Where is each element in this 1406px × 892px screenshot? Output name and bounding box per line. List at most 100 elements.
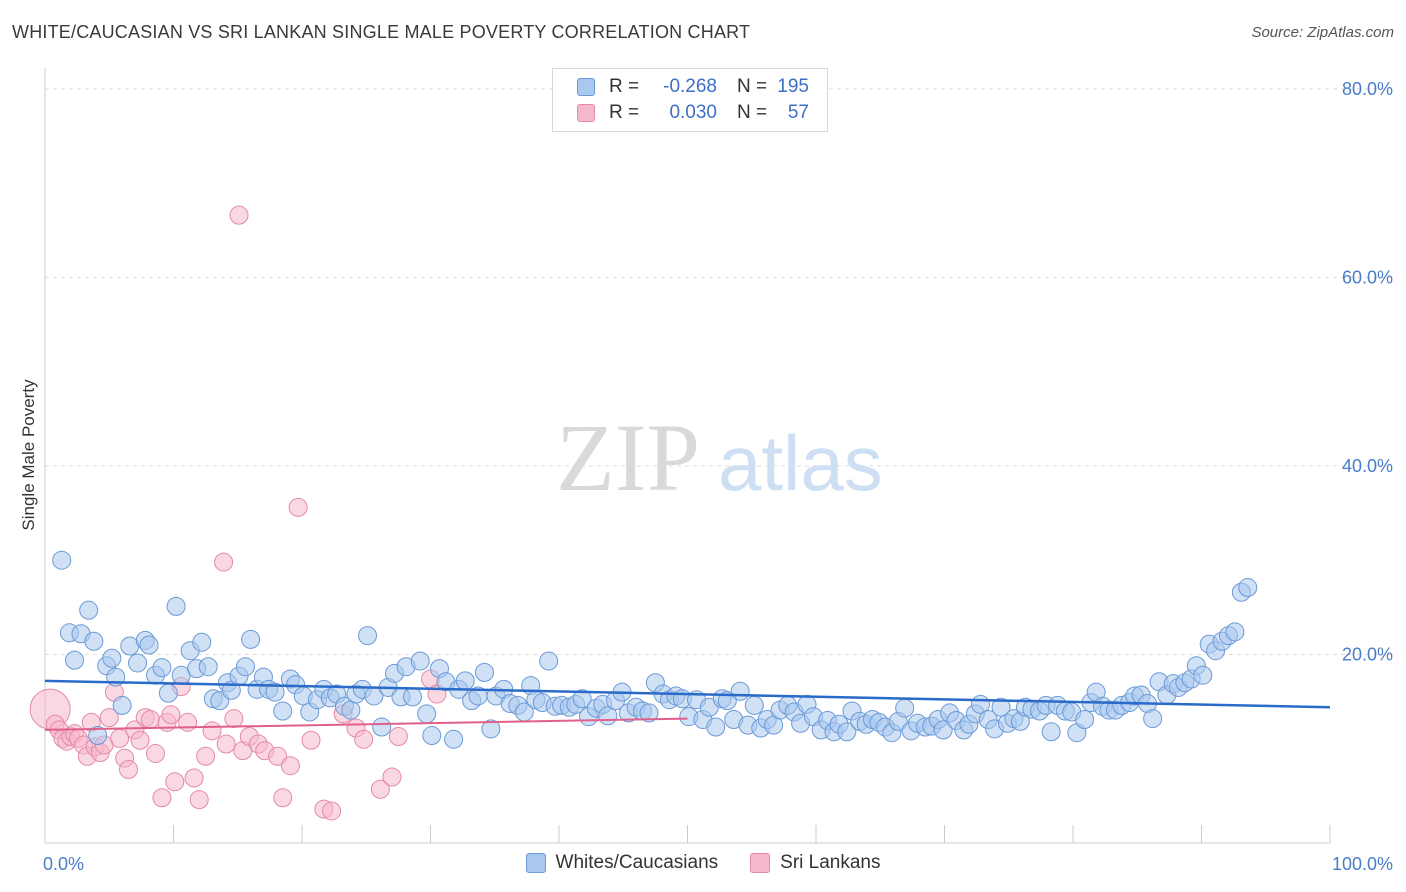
sri-lankan-point xyxy=(301,730,321,750)
sri-lankans-trend-line xyxy=(44,717,688,731)
pink-swatch-icon xyxy=(750,853,771,873)
white-caucasian-point xyxy=(706,717,726,737)
sri-lankan-point xyxy=(189,790,209,810)
pink-swatch-icon xyxy=(577,104,595,122)
series-legend: Whites/Caucasians Sri Lankans xyxy=(0,852,1406,874)
tick-labels: 20.0% 40.0% 60.0% 80.0% 0.0% 100.0% xyxy=(43,79,1393,874)
sri-lankan-point xyxy=(322,801,342,821)
white-caucasian-point xyxy=(417,704,437,724)
white-caucasian-point xyxy=(128,653,148,673)
white-caucasian-point xyxy=(265,682,285,702)
sri-lankan-point xyxy=(280,756,300,776)
r-label: R = xyxy=(609,102,640,123)
white-caucasian-point xyxy=(139,635,159,655)
sri-lankan-point xyxy=(184,768,204,788)
n-value: 57 xyxy=(787,102,809,123)
sri-lankan-point xyxy=(165,772,185,792)
white-caucasian-point xyxy=(1041,722,1061,742)
white-caucasian-point xyxy=(84,631,104,651)
white-caucasian-point xyxy=(744,695,764,715)
source-label: Source: ZipAtlas.com xyxy=(1251,24,1394,41)
y-tick-label: 60.0% xyxy=(1342,267,1393,287)
sri-lankan-point xyxy=(288,497,308,517)
sri-lankan-point xyxy=(146,743,166,763)
trend-lines xyxy=(44,679,1331,731)
white-caucasian-point xyxy=(192,632,212,652)
watermark-zip: ZIP xyxy=(556,404,700,511)
watermark-atlas: atlas xyxy=(718,419,883,507)
white-caucasian-point xyxy=(273,701,293,721)
white-caucasian-point xyxy=(422,726,442,746)
white-caucasian-point xyxy=(481,719,501,739)
legend-row-whites: R = -0.268 N = 195 xyxy=(577,75,809,99)
white-caucasian-point xyxy=(1225,622,1245,642)
white-caucasian-point xyxy=(933,720,953,740)
white-caucasian-point xyxy=(1193,665,1213,685)
white-caucasian-point xyxy=(79,600,99,620)
white-caucasian-point xyxy=(572,689,592,709)
sri-lankan-point xyxy=(370,779,390,799)
blue-swatch-icon xyxy=(525,853,546,873)
white-caucasian-point xyxy=(166,596,186,616)
legend-label: Whites/Caucasians xyxy=(555,852,719,873)
n-value: 195 xyxy=(777,76,809,97)
sri-lankan-point xyxy=(152,788,172,808)
sri-lankan-point xyxy=(229,205,249,225)
white-caucasian-point xyxy=(152,658,172,678)
sri-lankan-point xyxy=(140,710,160,730)
r-value: 0.030 xyxy=(669,102,717,123)
r-value: -0.268 xyxy=(663,76,717,97)
white-caucasian-point xyxy=(88,726,108,746)
white-caucasian-point xyxy=(730,681,750,701)
white-caucasian-point xyxy=(1143,709,1163,729)
correlation-legend: R = -0.268 N = 195 R = 0.030 N = 57 xyxy=(552,68,828,132)
sri-lankan-point xyxy=(130,730,150,750)
white-caucasian-point xyxy=(1075,710,1095,730)
white-caucasian-point xyxy=(241,629,261,649)
y-tick-label: 20.0% xyxy=(1342,644,1393,664)
white-caucasian-point xyxy=(895,698,915,718)
sri-lankan-point xyxy=(214,552,234,572)
legend-row-sri-lankans: R = 0.030 N = 57 xyxy=(577,101,809,125)
n-label: N = xyxy=(737,102,768,123)
gridlines xyxy=(45,88,1392,655)
white-caucasian-point xyxy=(1238,578,1258,598)
chart-title: WHITE/CAUCASIAN VS SRI LANKAN SINGLE MAL… xyxy=(12,22,751,42)
n-label: N = xyxy=(737,76,768,97)
sri-lankan-point xyxy=(216,734,236,754)
x-tick-label: 100.0% xyxy=(1332,854,1393,874)
white-caucasian-point xyxy=(837,722,857,742)
white-caucasian-point xyxy=(403,687,423,707)
sri-lankan-point xyxy=(224,709,244,729)
legend-item-whites[interactable]: Whites/Caucasians xyxy=(525,852,719,874)
white-caucasian-point xyxy=(235,657,255,677)
white-caucasian-point xyxy=(474,662,494,682)
white-caucasian-point xyxy=(198,657,218,677)
white-caucasian-point xyxy=(639,703,659,723)
x-tick-label: 0.0% xyxy=(43,854,84,874)
white-caucasian-point xyxy=(991,697,1011,717)
sri-lankan-point xyxy=(382,767,402,787)
sri-lankan-point xyxy=(99,708,119,728)
white-caucasian-point xyxy=(102,648,122,668)
white-caucasian-point xyxy=(52,550,72,570)
white-caucasian-point xyxy=(455,671,475,691)
sri-lankan-point xyxy=(388,726,408,746)
white-caucasian-point xyxy=(372,717,392,737)
white-caucasian-point xyxy=(341,700,361,720)
white-caucasian-point xyxy=(410,651,430,671)
white-caucasian-point xyxy=(539,651,559,671)
blue-swatch-icon xyxy=(577,78,595,96)
white-caucasian-point xyxy=(65,650,85,670)
whites-trend-line xyxy=(44,679,1331,709)
legend-item-sri-lankans[interactable]: Sri Lankans xyxy=(750,852,880,874)
white-caucasian-point xyxy=(112,695,132,715)
y-tick-label: 80.0% xyxy=(1342,79,1393,99)
sri-lankan-point xyxy=(119,759,139,779)
sri-lankan-point xyxy=(273,788,293,808)
white-caucasian-point xyxy=(358,626,378,646)
sri-lankan-point xyxy=(196,746,216,766)
sri-lankan-point xyxy=(268,746,288,766)
legend-label: Sri Lankans xyxy=(780,852,881,873)
